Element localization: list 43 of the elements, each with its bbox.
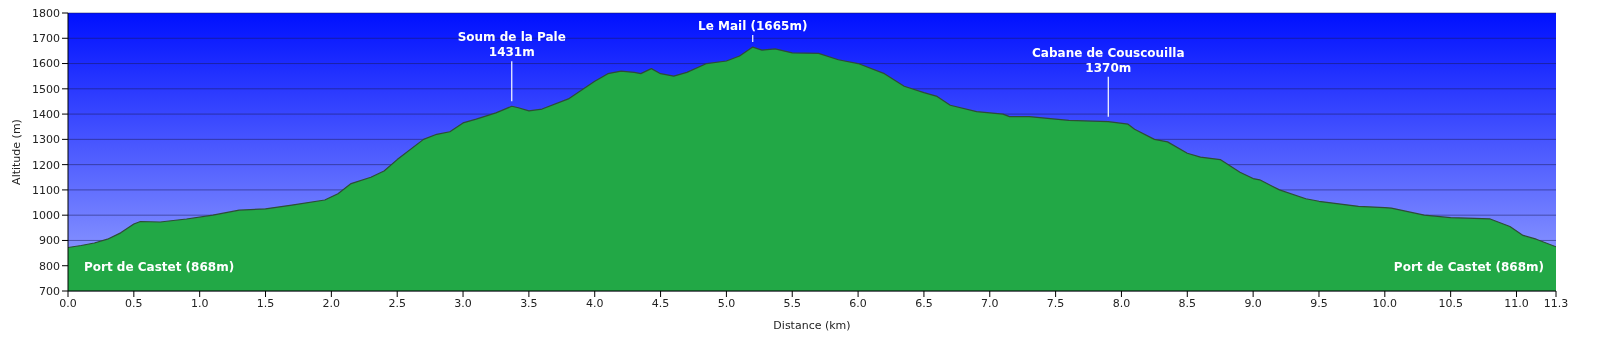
x-tick-label: 10.5 <box>1438 296 1463 310</box>
y-tick-label: 1100 <box>32 183 60 197</box>
y-tick-label: 1400 <box>32 108 60 121</box>
x-tick-label: 1.5 <box>256 296 275 310</box>
x-tick-label: 7.0 <box>981 296 999 310</box>
x-tick-label: 2.0 <box>322 296 341 310</box>
y-tick-label: 800 <box>39 259 60 273</box>
annotation: Cabane de Couscouilla 1370m <box>1032 45 1185 75</box>
x-tick-label: 7.5 <box>1046 296 1065 310</box>
x-tick-label: 0.5 <box>125 296 143 310</box>
y-tick-label: 1700 <box>32 32 60 46</box>
annotation: Le Mail (1665m) <box>698 19 808 33</box>
x-tick-label: 0.0 <box>59 296 77 310</box>
x-tick-label: 5.0 <box>717 296 736 310</box>
x-tick-label: 2.5 <box>388 296 406 310</box>
x-tick-label: 3.5 <box>520 296 538 310</box>
x-tick-label: 1.0 <box>190 296 209 310</box>
x-tick-label: 5.5 <box>783 296 801 310</box>
x-tick-label: 11.3 <box>1543 296 1569 310</box>
x-tick-label: 3.0 <box>454 296 472 310</box>
x-tick-label: 4.0 <box>585 296 604 310</box>
y-tick-label: 700 <box>39 284 60 298</box>
y-tick-label: 1300 <box>32 133 60 147</box>
annotation: Port de Castet (868m) <box>1393 259 1544 274</box>
x-tick-label: 9.0 <box>1244 296 1262 310</box>
y-tick-label: 1200 <box>32 158 60 172</box>
y-tick-label: 1500 <box>32 82 60 96</box>
x-tick-label: 10.0 <box>1372 296 1398 310</box>
x-tick-label: 8.0 <box>1112 296 1131 310</box>
x-tick-label: 4.5 <box>651 296 670 310</box>
x-tick-label: 9.5 <box>1310 296 1328 310</box>
x-tick-label: 8.5 <box>1178 296 1197 310</box>
x-tick-label: 11.0 <box>1504 296 1529 310</box>
y-tick-label: 1000 <box>32 209 60 223</box>
y-tick-label: 1600 <box>32 57 60 71</box>
x-tick-label: 6.5 <box>915 296 933 310</box>
annotation: Soum de la Pale 1431m <box>457 30 566 60</box>
annotation: Port de Castet (868m) <box>84 259 235 274</box>
y-tick-label: 1800 <box>32 6 60 20</box>
x-tick-label: 6.0 <box>849 296 867 310</box>
y-tick-label: 900 <box>39 234 60 248</box>
x-axis-title: Distance (km) <box>773 319 851 332</box>
y-axis-title: Altitude (m) <box>9 119 23 185</box>
